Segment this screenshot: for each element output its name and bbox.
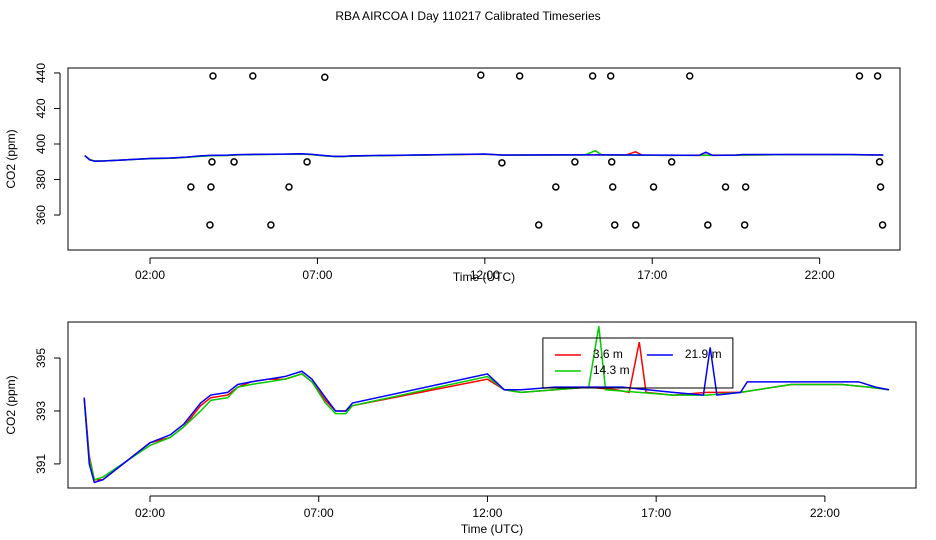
legend-label: 14.3 m	[593, 363, 630, 377]
data-point	[873, 72, 882, 80]
x-tick-label: 12:00	[470, 268, 500, 282]
series-line	[83, 347, 890, 484]
data-point	[498, 159, 506, 167]
data-point	[649, 183, 658, 191]
data-point	[740, 221, 749, 229]
x-tick-label: 02:00	[135, 268, 165, 282]
x-tick-label: 02:00	[135, 506, 165, 520]
data-point	[534, 221, 543, 229]
data-point	[249, 72, 257, 80]
data-point	[285, 183, 293, 191]
y-tick-label: 395	[34, 348, 48, 368]
data-point	[875, 158, 884, 166]
x-tick-label: 22:00	[805, 268, 835, 282]
x-tick-label: 07:00	[302, 268, 332, 282]
data-point	[876, 183, 885, 191]
legend-box	[542, 337, 734, 389]
legend-label: 21.9 m	[685, 347, 722, 361]
y-tick-label: 420	[34, 98, 48, 118]
data-point	[477, 71, 485, 79]
series-line	[84, 151, 884, 162]
x-tick-label: 22:00	[810, 506, 840, 520]
data-point	[588, 72, 597, 80]
data-point	[267, 221, 275, 229]
legend-label: 3.6 m	[593, 347, 623, 361]
data-point	[878, 221, 887, 229]
data-point	[610, 221, 619, 229]
x-tick-label: 17:00	[637, 268, 667, 282]
data-point	[685, 72, 694, 80]
y-tick-label: 360	[34, 205, 48, 225]
data-point	[741, 183, 750, 191]
data-point	[721, 183, 730, 191]
figure-title: RBA AIRCOA I Day 110217 Calibrated Times…	[335, 9, 600, 23]
data-point	[552, 183, 560, 191]
data-point	[187, 183, 195, 191]
data-point	[607, 158, 616, 166]
plot-box	[67, 67, 901, 251]
data-point	[515, 72, 524, 80]
series-line	[83, 326, 890, 481]
data-point	[206, 221, 214, 229]
data-point	[571, 158, 579, 166]
x-axis-label: Time (UTC)	[461, 522, 523, 536]
y-axis-label: CO2 (ppm)	[4, 375, 18, 434]
data-point	[321, 73, 329, 81]
y-tick-label: 380	[34, 169, 48, 189]
data-point	[632, 221, 640, 229]
y-tick-label: 391	[34, 454, 48, 474]
legend: 3.6 m 14.3 m 21.9 m	[542, 337, 734, 389]
y-axis-label: CO2 (ppm)	[4, 129, 18, 188]
data-point	[608, 183, 617, 191]
data-point	[207, 183, 215, 191]
data-point	[606, 72, 615, 80]
data-point	[704, 221, 712, 229]
data-point	[208, 158, 216, 166]
x-axis-label: Time (UTC)	[453, 270, 515, 284]
data-point	[230, 158, 238, 166]
x-tick-label: 07:00	[304, 506, 334, 520]
data-point	[209, 72, 217, 80]
y-tick-label: 400	[34, 134, 48, 154]
y-tick-label: 440	[34, 63, 48, 83]
data-point	[303, 158, 311, 166]
series-line	[83, 341, 890, 481]
data-point	[667, 158, 676, 166]
data-point	[855, 72, 864, 80]
y-tick-label: 393	[34, 401, 48, 421]
plot-box	[67, 321, 917, 489]
x-tick-label: 17:00	[641, 506, 671, 520]
x-tick-label: 12:00	[472, 506, 502, 520]
